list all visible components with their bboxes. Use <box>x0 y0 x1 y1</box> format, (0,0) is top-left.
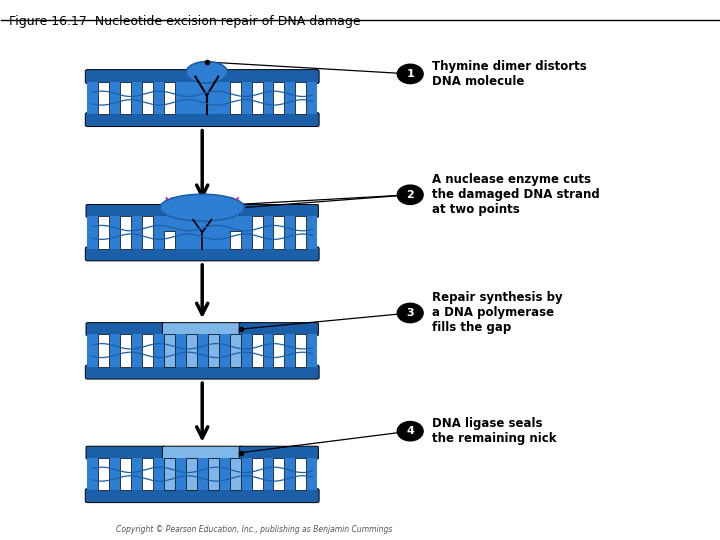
Ellipse shape <box>186 62 228 83</box>
Bar <box>295 334 307 367</box>
Bar <box>230 82 240 114</box>
Bar <box>251 217 263 248</box>
FancyBboxPatch shape <box>85 113 319 126</box>
FancyBboxPatch shape <box>85 489 319 503</box>
Bar <box>251 82 263 114</box>
Bar <box>295 458 307 490</box>
Bar <box>207 458 219 490</box>
Ellipse shape <box>160 194 245 221</box>
Bar <box>186 458 197 490</box>
Text: Copyright © Pearson Education, Inc., publishing as Benjamin Cummings: Copyright © Pearson Education, Inc., pub… <box>116 525 392 534</box>
Bar <box>98 334 109 367</box>
Bar <box>87 334 317 367</box>
Text: Thymine dimer distorts
DNA molecule: Thymine dimer distorts DNA molecule <box>432 60 587 88</box>
Bar <box>98 82 109 114</box>
Text: Figure 16.17  Nucleotide excision repair of DNA damage: Figure 16.17 Nucleotide excision repair … <box>9 15 360 28</box>
Bar <box>274 82 284 114</box>
Text: 2: 2 <box>406 190 414 200</box>
Bar <box>142 217 153 248</box>
Bar <box>230 458 240 490</box>
Bar <box>142 334 153 367</box>
Bar <box>142 82 153 114</box>
FancyBboxPatch shape <box>239 322 318 335</box>
Bar <box>295 82 307 114</box>
FancyBboxPatch shape <box>163 446 242 459</box>
FancyBboxPatch shape <box>239 205 318 218</box>
Bar <box>186 334 197 367</box>
Text: 4: 4 <box>406 426 414 436</box>
Text: DNA ligase seals
the remaining nick: DNA ligase seals the remaining nick <box>432 417 557 445</box>
Bar <box>164 334 175 367</box>
Bar <box>98 458 109 490</box>
Bar <box>164 231 175 248</box>
Circle shape <box>397 303 423 322</box>
Text: A nuclease enzyme cuts
the damaged DNA strand
at two points: A nuclease enzyme cuts the damaged DNA s… <box>432 173 600 217</box>
Bar <box>142 458 153 490</box>
Bar <box>230 334 240 367</box>
FancyBboxPatch shape <box>85 247 319 261</box>
Text: Repair synthesis by
a DNA polymerase
fills the gap: Repair synthesis by a DNA polymerase fil… <box>432 292 562 334</box>
Bar <box>120 82 131 114</box>
FancyBboxPatch shape <box>85 365 319 379</box>
FancyBboxPatch shape <box>85 70 319 84</box>
FancyBboxPatch shape <box>163 322 242 335</box>
Bar <box>295 217 307 248</box>
Bar <box>251 458 263 490</box>
Circle shape <box>397 185 423 205</box>
FancyBboxPatch shape <box>86 446 166 459</box>
Bar <box>98 217 109 248</box>
Bar <box>120 217 131 248</box>
Circle shape <box>397 64 423 84</box>
Text: 3: 3 <box>406 308 414 318</box>
FancyBboxPatch shape <box>239 446 318 459</box>
Bar <box>207 334 219 367</box>
Bar <box>230 231 240 248</box>
Text: 1: 1 <box>406 69 414 79</box>
Bar <box>120 458 131 490</box>
Bar <box>87 82 317 114</box>
Bar <box>87 217 317 248</box>
Bar <box>120 334 131 367</box>
Bar <box>274 217 284 248</box>
Bar <box>87 458 317 490</box>
FancyBboxPatch shape <box>86 322 166 335</box>
Bar <box>251 334 263 367</box>
Bar <box>164 82 175 114</box>
Bar <box>274 334 284 367</box>
FancyBboxPatch shape <box>86 205 166 218</box>
Bar <box>164 458 175 490</box>
Circle shape <box>397 422 423 441</box>
Bar <box>274 458 284 490</box>
